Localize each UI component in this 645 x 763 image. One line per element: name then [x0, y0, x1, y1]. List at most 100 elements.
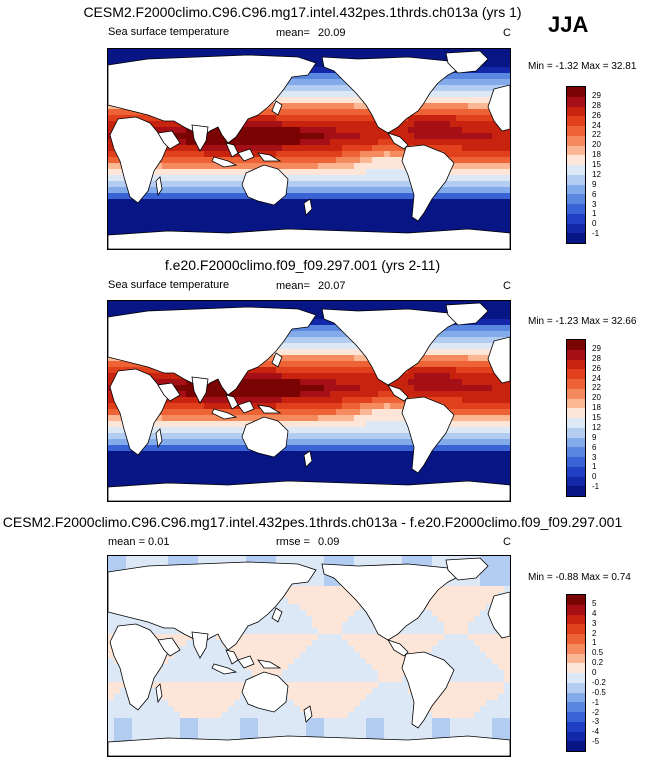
map-field-cell	[474, 325, 481, 332]
map-field-cell	[186, 433, 193, 440]
map-field-cell	[252, 457, 259, 464]
map-field-cell	[420, 361, 427, 368]
map-field-cell	[354, 451, 361, 458]
map-field-cell	[408, 199, 415, 206]
map-field-cell	[408, 367, 415, 374]
map-field-cell	[318, 49, 325, 56]
map-field-cell	[456, 115, 463, 122]
map-field-cell	[282, 379, 289, 386]
map-field-cell	[318, 574, 325, 581]
panel-2-units: C	[503, 280, 511, 292]
map-field-cell	[186, 223, 193, 230]
map-field-cell	[252, 469, 259, 476]
map-field-cell	[348, 109, 355, 116]
map-field-cell	[396, 421, 403, 428]
map-field-cell	[186, 409, 193, 416]
map-field-cell	[456, 85, 463, 92]
map-field-cell	[234, 469, 241, 476]
map-field-cell	[186, 175, 193, 182]
map-field-cell	[366, 556, 373, 563]
map-field-cell	[462, 169, 469, 176]
map-field-cell	[456, 127, 463, 134]
map-field-cell	[444, 349, 451, 356]
map-field-cell	[426, 307, 433, 314]
map-field-cell	[468, 379, 475, 386]
map-field-cell	[360, 211, 367, 218]
map-field-cell	[462, 199, 469, 206]
map-field-cell	[336, 97, 343, 104]
map-field-cell	[342, 49, 349, 56]
map-field-cell	[312, 181, 319, 188]
map-field-cell	[294, 403, 301, 410]
map-field-cell	[306, 433, 313, 440]
map-field-cell	[384, 187, 391, 194]
map-field-cell	[168, 49, 175, 56]
map-field-cell	[396, 433, 403, 440]
map-field-cell	[378, 157, 385, 164]
map-field-cell	[252, 475, 259, 482]
map-field-cell	[456, 367, 463, 374]
map-field-cell	[474, 415, 481, 422]
map-field-cell	[276, 403, 283, 410]
map-field-cell	[450, 151, 457, 158]
map-field-cell	[294, 91, 301, 98]
map-field-cell	[366, 445, 373, 452]
panel-3-map	[107, 555, 511, 757]
map-field-cell	[438, 301, 445, 308]
map-field-cell	[306, 439, 313, 446]
map-field-cell	[432, 223, 439, 230]
map-field-cell	[432, 97, 439, 104]
map-field-cell	[168, 301, 175, 308]
map-field-cell	[486, 361, 493, 368]
map-field-cell	[360, 409, 367, 416]
map-field-cell	[330, 121, 337, 128]
map-field-cell	[108, 205, 115, 212]
map-field-cell	[402, 457, 409, 464]
map-field-cell	[204, 409, 211, 416]
map-field-cell	[462, 349, 469, 356]
map-field-cell	[330, 415, 337, 422]
map-field-cell	[300, 49, 307, 56]
map-field-cell	[294, 49, 301, 56]
map-field-cell	[360, 133, 367, 140]
map-field-cell	[444, 451, 451, 458]
map-field-cell	[474, 175, 481, 182]
map-field-cell	[324, 91, 331, 98]
map-field-cell	[324, 175, 331, 182]
map-field-cell	[288, 475, 295, 482]
map-field-cell	[324, 355, 331, 362]
map-field-cell	[444, 79, 451, 86]
map-field-cell	[372, 409, 379, 416]
map-field-cell	[336, 445, 343, 452]
map-field-cell	[306, 145, 313, 152]
map-field-cell	[336, 409, 343, 416]
map-field-cell	[396, 379, 403, 386]
map-field-cell	[288, 223, 295, 230]
map-field-cell	[330, 331, 337, 338]
map-field-cell	[198, 223, 205, 230]
map-field-cell	[426, 463, 433, 470]
coastline-landmass	[241, 164, 289, 206]
map-field-cell	[120, 187, 127, 194]
map-field-cell	[342, 475, 349, 482]
map-field-cell	[378, 169, 385, 176]
map-field-cell	[336, 217, 343, 224]
map-field-cell	[318, 145, 325, 152]
map-field-cell	[228, 415, 235, 422]
map-field-cell	[432, 457, 439, 464]
map-field-cell	[504, 217, 510, 224]
map-field-cell	[432, 463, 439, 470]
map-field-cell	[360, 457, 367, 464]
map-field-cell	[198, 169, 205, 176]
map-field-cell	[252, 205, 259, 212]
map-field-cell	[360, 145, 367, 152]
map-field-cell	[438, 562, 445, 569]
map-field-cell	[348, 451, 355, 458]
map-field-cell	[498, 139, 505, 146]
map-field-cell	[288, 343, 295, 350]
colorbar-tick-label: 0	[592, 219, 597, 229]
map-field-cell	[396, 469, 403, 476]
map-field-cell	[348, 343, 355, 350]
map-field-cell	[480, 373, 487, 380]
map-field-cell	[222, 49, 229, 56]
